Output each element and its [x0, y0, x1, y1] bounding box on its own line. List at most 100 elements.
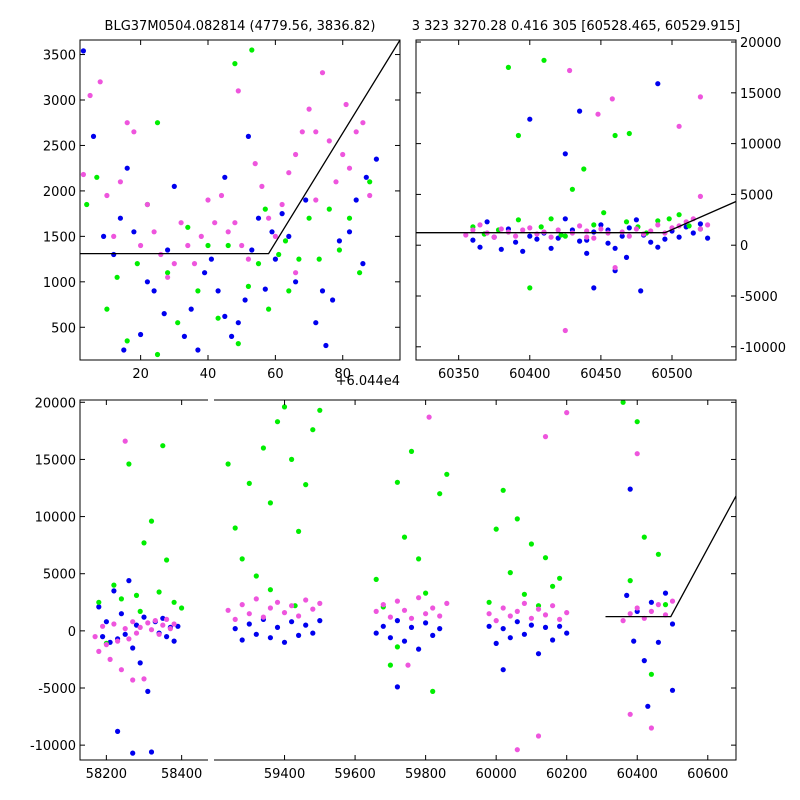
data-point [521, 631, 528, 637]
data-point [94, 174, 100, 180]
data-point [562, 327, 568, 334]
data-point [296, 632, 302, 639]
data-point [562, 216, 568, 222]
data-point [124, 120, 130, 126]
data-point [313, 320, 319, 326]
data-point [181, 333, 187, 339]
plot-frame [79, 39, 401, 361]
data-point [555, 227, 561, 233]
data-point [195, 347, 201, 353]
data-point [326, 206, 332, 212]
data-point [208, 256, 214, 262]
data-point [202, 270, 208, 276]
data-point [505, 229, 511, 235]
model-line-layer [416, 200, 736, 234]
data-point [131, 129, 137, 135]
data-point [357, 270, 363, 276]
data-point [262, 286, 268, 292]
data-point [124, 338, 130, 344]
axis-break-gap [208, 756, 214, 766]
data-point [115, 728, 121, 735]
data-point [426, 414, 432, 420]
data-point [205, 197, 211, 203]
data-point [577, 108, 583, 114]
x-tick-label: 60 [267, 367, 284, 382]
data-point [641, 534, 647, 540]
x-tick-label: 60200 [546, 767, 587, 782]
data-point [122, 626, 128, 632]
data-point [92, 634, 98, 640]
model-line-layer [605, 495, 736, 618]
data-point [148, 627, 155, 633]
data-point [171, 183, 177, 189]
x-tick-label: 58200 [86, 767, 127, 782]
data-point [514, 608, 520, 615]
data-point [416, 646, 422, 652]
data-point [218, 192, 225, 199]
data-point [130, 645, 136, 651]
data-point [535, 651, 542, 657]
panel-top-right: 3 323 3270.28 0.416 305 [60528.465, 6052… [412, 19, 786, 382]
data-point [669, 621, 676, 627]
data-point [137, 624, 143, 631]
data-point [408, 615, 415, 621]
data-point [103, 642, 109, 648]
data-point [401, 534, 408, 540]
y-tick-label: 15000 [35, 453, 76, 468]
data-point [515, 217, 522, 223]
data-point [507, 635, 513, 641]
data-point [296, 613, 302, 619]
data-point [363, 174, 369, 180]
data-point [527, 116, 533, 122]
data-point [306, 215, 312, 221]
data-point [195, 288, 201, 294]
data-point [491, 234, 497, 240]
data-point [423, 620, 429, 626]
data-point [232, 220, 238, 226]
data-point [562, 233, 568, 239]
data-point [310, 606, 316, 612]
data-point [514, 619, 520, 625]
data-point [662, 236, 668, 242]
data-point [598, 226, 604, 232]
data-point [430, 632, 436, 639]
data-point [80, 171, 86, 178]
data-point [486, 623, 492, 629]
data-point [259, 183, 265, 189]
data-point [84, 201, 90, 208]
y-tick-label: 1500 [43, 230, 76, 245]
data-point [500, 667, 506, 673]
data-point [333, 179, 339, 185]
data-point [394, 684, 400, 690]
data-point [612, 132, 618, 139]
data-point [317, 600, 323, 607]
data-point [655, 218, 661, 224]
data-point [104, 306, 110, 312]
data-point [246, 480, 252, 486]
y-ticks: 500 1000 1500 2000 2500 3000 3500 [43, 49, 400, 336]
data-point [151, 288, 157, 294]
data-point [626, 130, 632, 137]
data-point [648, 599, 655, 605]
data-point [101, 233, 107, 239]
data-point [619, 233, 625, 239]
data-point [557, 623, 563, 629]
data-point [111, 233, 117, 239]
data-point [115, 638, 121, 644]
data-point [605, 240, 611, 246]
y-tick-label: 10000 [35, 511, 76, 526]
x-ticks: 58200 58400 59400 59600 59800 60000 60200 60400… [86, 400, 728, 782]
data-point [705, 222, 711, 228]
data-point [185, 242, 191, 249]
data-point [267, 500, 273, 506]
data-point [380, 623, 386, 629]
data-point [133, 630, 140, 636]
data-point [303, 197, 309, 203]
data-point [171, 621, 177, 627]
data-point [126, 636, 132, 642]
data-point [276, 251, 282, 258]
data-point [423, 590, 429, 596]
data-point [562, 151, 568, 157]
data-point [225, 229, 231, 235]
data-point [577, 223, 583, 229]
